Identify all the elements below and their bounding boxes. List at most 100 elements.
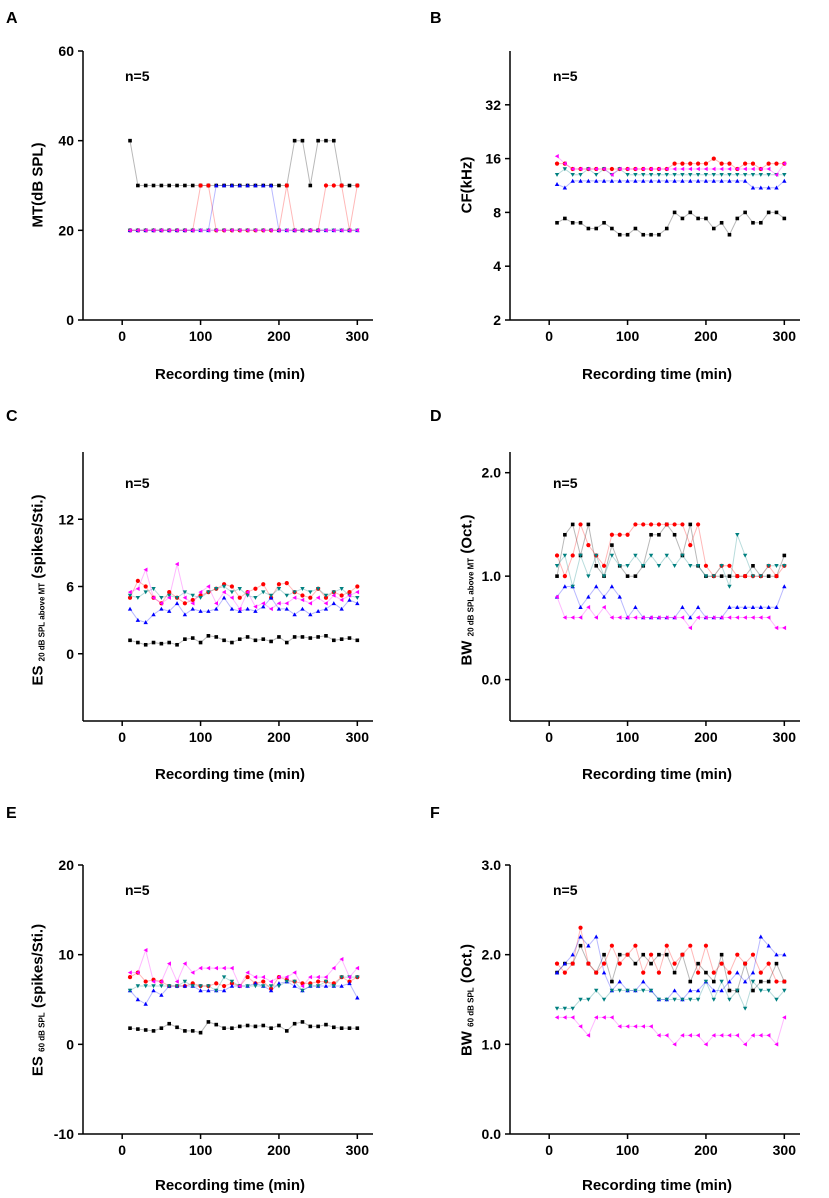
data-point xyxy=(323,183,329,188)
data-point xyxy=(339,1026,344,1030)
data-point xyxy=(633,178,638,183)
x-tick-label: 0 xyxy=(118,1142,126,1158)
data-point xyxy=(190,984,195,989)
data-point xyxy=(703,1042,708,1047)
data-point xyxy=(159,984,164,989)
series-line xyxy=(130,185,358,231)
data-point xyxy=(758,574,764,579)
data-point xyxy=(680,997,685,1002)
data-point xyxy=(323,228,328,233)
data-point xyxy=(735,533,740,537)
data-point xyxy=(230,640,234,645)
data-point xyxy=(253,984,258,989)
n-annotation: n=5 xyxy=(125,68,150,84)
data-point xyxy=(245,1023,250,1028)
data-point xyxy=(151,988,156,993)
data-point xyxy=(308,974,313,980)
data-point xyxy=(625,564,630,569)
data-point xyxy=(742,172,748,177)
data-point xyxy=(649,232,653,237)
data-point xyxy=(578,943,583,948)
data-point xyxy=(159,183,164,188)
data-point xyxy=(586,604,591,610)
data-point xyxy=(151,595,156,600)
x-tick-label: 0 xyxy=(118,729,126,745)
x-tick-label: 0 xyxy=(545,328,553,344)
y-axis-label-unit: (Oct.) xyxy=(458,943,476,984)
series-line xyxy=(556,180,785,189)
data-point xyxy=(347,590,352,595)
data-point xyxy=(135,595,141,600)
panel-a: A 0 20 40 60 0 100 200 300 n=5 MT(dB SPL) Recor… xyxy=(0,0,414,399)
data-point xyxy=(578,997,583,1002)
data-point xyxy=(609,988,615,993)
data-point xyxy=(292,590,297,595)
data-point xyxy=(758,1033,763,1038)
data-point xyxy=(742,615,747,620)
data-point xyxy=(578,934,583,939)
data-point xyxy=(261,183,266,188)
data-point xyxy=(735,604,740,609)
data-point xyxy=(641,172,646,177)
x-tick-label: 300 xyxy=(346,328,370,344)
data-point xyxy=(174,595,180,600)
data-point xyxy=(766,185,771,190)
data-point xyxy=(672,564,677,569)
data-point xyxy=(664,943,669,948)
data-point xyxy=(633,553,638,558)
data-point xyxy=(782,161,787,166)
data-point xyxy=(578,604,583,609)
data-point xyxy=(594,166,598,172)
data-point xyxy=(727,574,732,578)
data-point xyxy=(562,970,567,975)
data-point xyxy=(633,574,638,578)
data-point xyxy=(182,228,187,233)
data-point xyxy=(190,606,195,611)
data-point xyxy=(625,952,630,957)
data-point xyxy=(727,988,732,993)
data-point xyxy=(221,965,226,971)
data-point xyxy=(782,952,787,957)
data-point xyxy=(253,604,258,609)
data-point xyxy=(743,961,748,966)
series-line xyxy=(556,168,785,176)
data-point xyxy=(174,979,179,984)
data-point xyxy=(339,606,344,611)
data-point xyxy=(214,183,219,188)
data-point xyxy=(609,172,614,177)
data-point xyxy=(151,183,156,188)
data-point xyxy=(268,979,273,984)
data-point xyxy=(766,943,771,948)
data-point xyxy=(206,984,211,989)
data-point xyxy=(245,635,250,639)
x-tick-label: 100 xyxy=(189,1142,213,1158)
data-point xyxy=(206,584,211,589)
data-point xyxy=(183,1029,187,1033)
data-point xyxy=(245,974,250,980)
data-point xyxy=(214,965,219,971)
data-point xyxy=(339,956,344,962)
data-point xyxy=(617,615,622,620)
data-point xyxy=(331,228,336,233)
data-point xyxy=(641,178,646,183)
data-point xyxy=(641,979,646,984)
data-point xyxy=(578,925,583,930)
data-point xyxy=(680,161,685,166)
y-tick-label: 16 xyxy=(485,151,501,167)
data-point xyxy=(711,615,716,620)
data-point xyxy=(782,584,787,589)
data-point xyxy=(182,595,187,600)
data-point xyxy=(159,1026,164,1030)
data-point xyxy=(555,574,559,578)
data-point xyxy=(190,636,195,640)
panel-b: B 2 4 8 16 32 0 100 200 300 n=5 CF(kHz) Recordin… xyxy=(414,0,828,399)
y-tick-label: 32 xyxy=(485,97,501,113)
n-annotation: n=5 xyxy=(553,882,578,898)
data-point xyxy=(206,183,211,188)
data-point xyxy=(594,1015,598,1020)
data-point xyxy=(562,185,568,190)
data-point xyxy=(206,1020,211,1024)
data-point xyxy=(703,161,709,166)
x-tick-label: 200 xyxy=(267,1142,291,1158)
data-point xyxy=(253,981,258,986)
